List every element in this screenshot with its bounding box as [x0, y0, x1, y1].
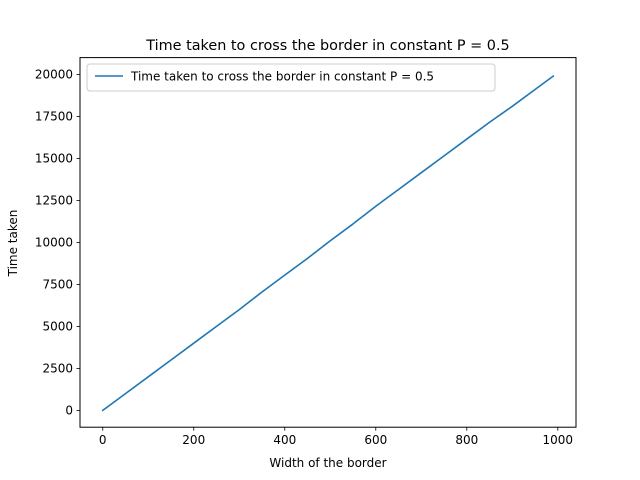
x-tick-label: 0 [99, 433, 107, 447]
y-tick-label: 12500 [35, 194, 73, 208]
y-tick-label: 17500 [35, 110, 73, 124]
series-line [101, 74, 555, 412]
y-axis-label: Time taken [6, 210, 20, 278]
y-tick-label: 7500 [42, 278, 73, 292]
x-tick-label: 200 [182, 433, 205, 447]
x-tick-label: 800 [455, 433, 478, 447]
plot-lines [101, 74, 555, 412]
plot-frame [79, 57, 577, 428]
y-tick-label: 0 [65, 404, 73, 418]
legend-entry-label: Time taken to cross the border in consta… [130, 70, 434, 84]
chart-title: Time taken to cross the border in consta… [145, 38, 509, 54]
legend: Time taken to cross the border in consta… [86, 63, 496, 92]
y-tick-label: 2500 [42, 362, 73, 376]
y-tick-label: 5000 [42, 320, 73, 334]
x-tick-label: 400 [273, 433, 296, 447]
x-axis-label: Width of the border [269, 456, 386, 470]
y-tick-label: 15000 [35, 152, 73, 166]
y-tick-label: 10000 [35, 236, 73, 250]
x-tick-label: 600 [364, 433, 387, 447]
y-axis-ticks: 0 2500 5000 7500 10000 12500 15000 17500 20000 [35, 68, 80, 418]
legend-box [86, 63, 496, 92]
x-tick-label: 1000 [543, 433, 574, 447]
x-axis-ticks: 0 200 400 600 800 1000 [99, 427, 573, 447]
y-tick-label: 20000 [35, 68, 73, 82]
